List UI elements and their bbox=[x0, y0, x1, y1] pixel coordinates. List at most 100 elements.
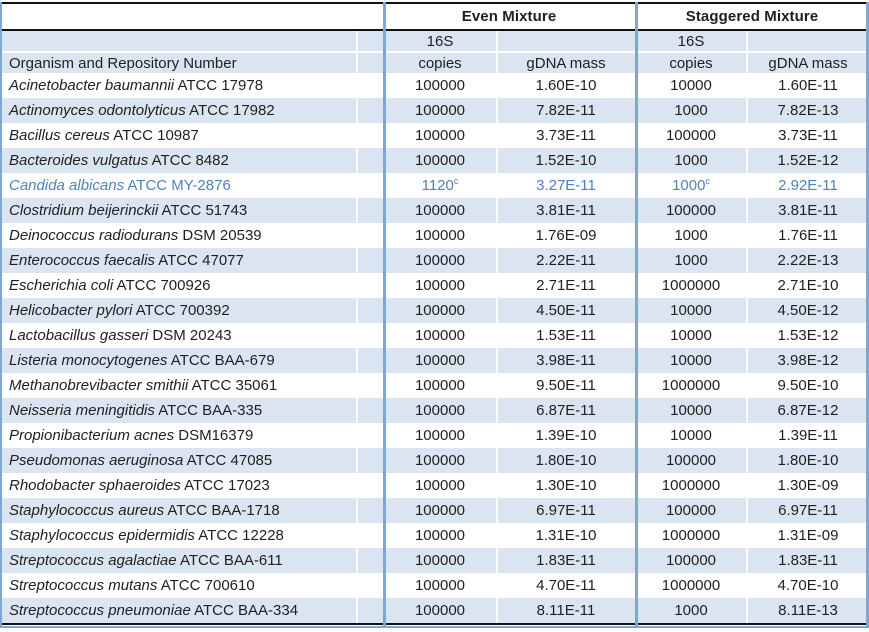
even-16s-copies-value: 100000 bbox=[414, 503, 466, 518]
footnote-marker: c bbox=[453, 178, 459, 186]
cell-separator bbox=[356, 73, 358, 98]
table-row: Rhodobacter sphaeroides ATCC 17023 100000… bbox=[0, 473, 869, 498]
staggered-gdna-mass-value: 2.92E-11 bbox=[778, 178, 838, 193]
even-16s-copies-value: 100000 bbox=[414, 553, 466, 568]
repository-number: ATCC BAA-679 bbox=[167, 353, 275, 368]
staggered-16s-copies-value: 10000 bbox=[670, 328, 712, 343]
even-16s-copies-value: 100000 bbox=[414, 453, 466, 468]
even-gdna-mass-value: 8.11E-11 bbox=[536, 603, 596, 618]
even-16s-copies-value: 100000 bbox=[414, 528, 466, 543]
repository-number: ATCC 47077 bbox=[154, 253, 244, 268]
organism-cell: Clostridium beijerinckii ATCC 51743 bbox=[0, 203, 383, 218]
repository-number: ATCC BAA-334 bbox=[190, 603, 299, 618]
organism-cell: Acinetobacter baumannii ATCC 17978 bbox=[0, 78, 383, 93]
cell-separator bbox=[356, 423, 358, 448]
even-gdna-mass-value: 4.70E-11 bbox=[536, 578, 596, 593]
table-bottom-border bbox=[0, 623, 869, 625]
organism-cell: Lactobacillus gasseri DSM 20243 bbox=[0, 328, 383, 343]
even-gdna-mass-value: 1.76E-09 bbox=[535, 228, 597, 243]
staggered-mixture-group-header: Staggered Mixture bbox=[685, 9, 819, 24]
table-row: Acinetobacter baumannii ATCC 17978 100000… bbox=[0, 73, 869, 98]
even-gdna-mass-value: 1.53E-11 bbox=[536, 328, 596, 343]
even-16s-copies-value: 1120c bbox=[421, 178, 459, 193]
cell-separator bbox=[356, 323, 358, 348]
even-16s-copies-value: 100000 bbox=[414, 353, 466, 368]
even-16s-copies-value: 100000 bbox=[414, 278, 466, 293]
organism-cell: Deinococcus radiodurans DSM 20539 bbox=[0, 228, 383, 243]
even-mixture-group-header: Even Mixture bbox=[461, 9, 557, 24]
table-row: Escherichia coli ATCC 700926 100000 2.71E-… bbox=[0, 273, 869, 298]
organism-name: Streptococcus mutans bbox=[9, 578, 158, 593]
organism-cell: Staphylococcus aureus ATCC BAA-1718 bbox=[0, 503, 383, 518]
table-row: Deinococcus radiodurans DSM 20539 100000 1… bbox=[0, 223, 869, 248]
cell-separator bbox=[356, 248, 358, 273]
table-row: Actinomyces odontolyticus ATCC 17982 1000… bbox=[0, 98, 869, 123]
staggered-16s-label: 16S bbox=[677, 33, 705, 49]
even-16s-copies-value: 100000 bbox=[414, 578, 466, 593]
repository-number: ATCC 35061 bbox=[188, 378, 278, 393]
table-outer-bottom-border bbox=[0, 626, 869, 628]
repository-number: ATCC BAA-335 bbox=[154, 403, 263, 418]
staggered-gdna-mass-value: 9.50E-10 bbox=[777, 378, 839, 393]
table-row: Enterococcus faecalis ATCC 47077 100000 2.… bbox=[0, 248, 869, 273]
organism-name: Bacteroides vulgatus bbox=[9, 153, 149, 168]
organism-name: Methanobrevibacter smithii bbox=[9, 378, 189, 393]
even-16s-copies-value: 100000 bbox=[414, 328, 466, 343]
even-16s-copies-value: 100000 bbox=[414, 128, 466, 143]
table-row: Methanobrevibacter smithii ATCC 35061 100… bbox=[0, 373, 869, 398]
even-gdna-mass-value: 1.31E-10 bbox=[535, 528, 597, 543]
cell-separator bbox=[356, 198, 358, 223]
cell-separator bbox=[356, 98, 358, 123]
staggered-gdna-mass-value: 8.11E-13 bbox=[778, 603, 838, 618]
cell-separator bbox=[356, 573, 358, 598]
staggered-16s-copies-value: 10000 bbox=[670, 303, 712, 318]
staggered-16s-copies-value: 100000 bbox=[665, 128, 717, 143]
cell-separator bbox=[356, 298, 358, 323]
organism-cell: Streptococcus agalactiae ATCC BAA-611 bbox=[0, 553, 383, 568]
staggered-16s-copies-value: 1000c bbox=[672, 178, 710, 193]
cell-separator bbox=[356, 598, 358, 623]
even-gdna-mass-value: 7.82E-11 bbox=[536, 103, 596, 118]
group-header-bottom-border bbox=[0, 29, 869, 31]
table-row: Clostridium beijerinckii ATCC 51743 10000… bbox=[0, 198, 869, 223]
organism-cell: Pseudomonas aeruginosa ATCC 47085 bbox=[0, 453, 383, 468]
organism-name: Neisseria meningitidis bbox=[9, 403, 155, 418]
table-row: Helicobacter pylori ATCC 700392 100000 4.5… bbox=[0, 298, 869, 323]
organism-name: Clostridium beijerinckii bbox=[9, 203, 159, 218]
staggered-16s-copies-value: 100000 bbox=[665, 203, 717, 218]
cell-separator bbox=[356, 373, 358, 398]
staggered-16s-copies-value: 1000000 bbox=[661, 578, 721, 593]
cell-separator bbox=[356, 273, 358, 298]
staggered-16s-copies-value: 100000 bbox=[665, 503, 717, 518]
organism-cell: Neisseria meningitidis ATCC BAA-335 bbox=[0, 403, 383, 418]
repository-number: ATCC BAA-611 bbox=[176, 553, 283, 568]
staggered-16s-copies-value: 10000 bbox=[670, 78, 712, 93]
organism-name: Streptococcus agalactiae bbox=[9, 553, 177, 568]
staggered-16s-copies-value: 10000 bbox=[670, 353, 712, 368]
organism-name: Candida albicans bbox=[9, 178, 125, 193]
organism-name: Enterococcus faecalis bbox=[9, 253, 155, 268]
repository-number: ATCC 700610 bbox=[157, 578, 255, 593]
even-gdna-mass-value: 1.83E-11 bbox=[536, 553, 596, 568]
staggered-gdna-mass-value: 6.97E-11 bbox=[778, 503, 838, 518]
repository-number: ATCC BAA-1718 bbox=[164, 503, 280, 518]
organism-cell: Actinomyces odontolyticus ATCC 17982 bbox=[0, 103, 383, 118]
table-row: Bacillus cereus ATCC 10987 100000 3.73E-11… bbox=[0, 123, 869, 148]
repository-number: ATCC 700392 bbox=[132, 303, 230, 318]
staggered-16s-copies-value: 1000 bbox=[674, 103, 708, 118]
staggered-gdna-mass-value: 2.22E-13 bbox=[777, 253, 839, 268]
cell-separator bbox=[356, 523, 358, 548]
staggered-gdna-mass-value: 3.81E-11 bbox=[778, 203, 838, 218]
table-row: Candida albicans ATCC MY-2876 1120c 3.27E-… bbox=[0, 173, 869, 198]
organism-column-header: Organism and Repository Number bbox=[9, 55, 237, 71]
organism-name: Helicobacter pylori bbox=[9, 303, 133, 318]
organism-cell: Rhodobacter sphaeroides ATCC 17023 bbox=[0, 478, 383, 493]
staggered-gdna-mass-value: 1.76E-11 bbox=[778, 228, 838, 243]
organism-name: Propionibacterium acnes bbox=[9, 428, 175, 443]
cell-separator bbox=[356, 223, 358, 248]
even-16s-copies-value: 100000 bbox=[414, 378, 466, 393]
organism-cell: Listeria monocytogenes ATCC BAA-679 bbox=[0, 353, 383, 368]
staggered-16s-copies-value: 10000 bbox=[670, 403, 712, 418]
cell-separator bbox=[356, 148, 358, 173]
even-gdna-mass-value: 1.52E-10 bbox=[535, 153, 597, 168]
